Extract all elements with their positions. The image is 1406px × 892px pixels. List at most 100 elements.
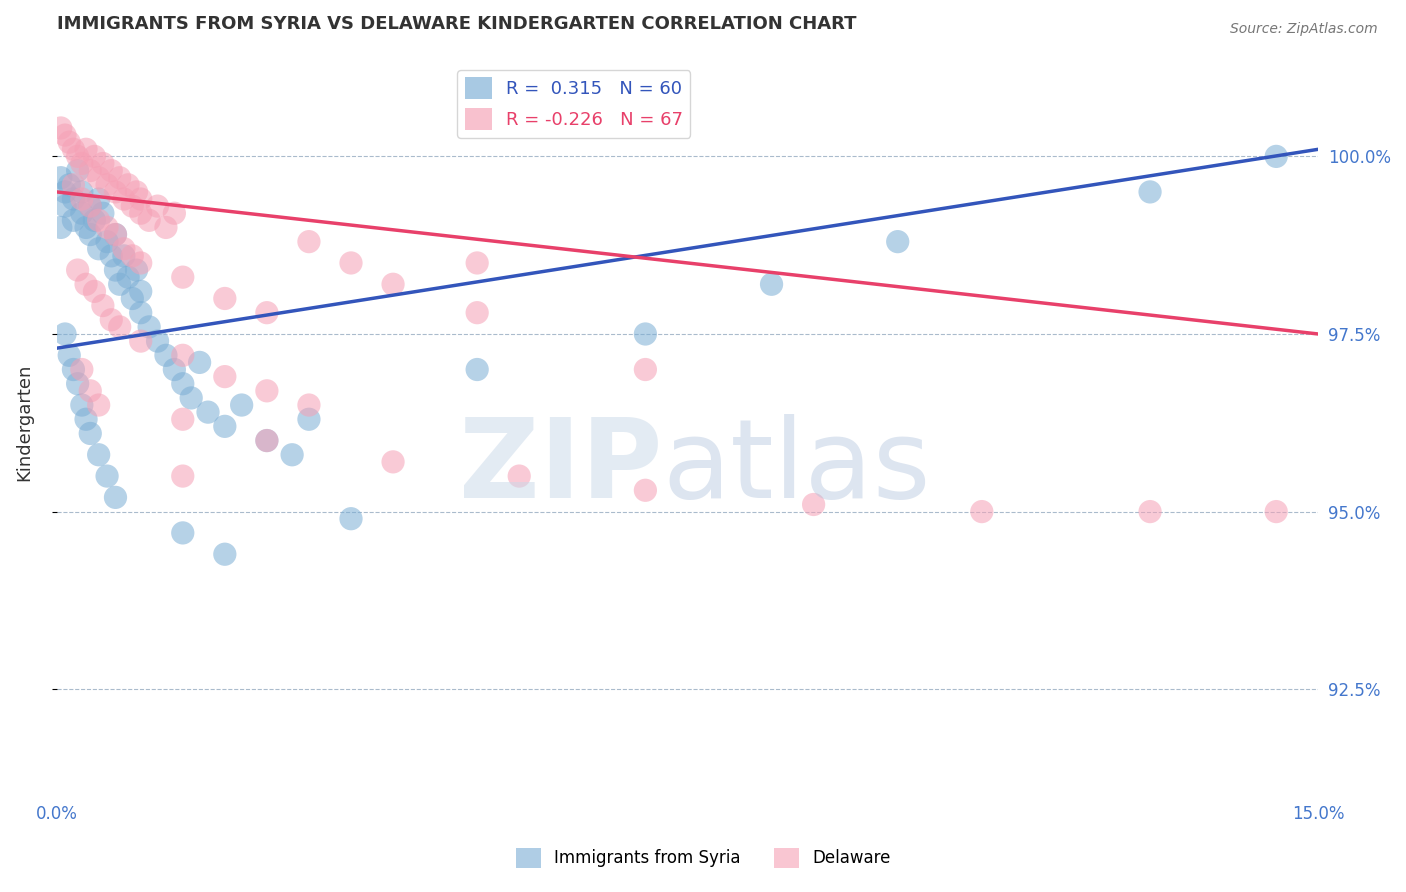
- Point: [75, 412, 97, 426]
- Point: [180, 391, 202, 405]
- Point: [634, 326, 657, 341]
- Point: [49, 120, 72, 135]
- Point: [79, 384, 101, 398]
- Text: atlas: atlas: [662, 414, 931, 521]
- Point: [53, 326, 76, 341]
- Point: [70, 206, 93, 220]
- Point: [104, 491, 127, 505]
- Point: [803, 498, 825, 512]
- Point: [62, 178, 84, 192]
- Point: [112, 192, 135, 206]
- Point: [58, 348, 80, 362]
- Point: [112, 242, 135, 256]
- Point: [62, 192, 84, 206]
- Point: [172, 376, 194, 391]
- Point: [62, 213, 84, 227]
- Point: [129, 306, 152, 320]
- Point: [49, 220, 72, 235]
- Point: [70, 185, 93, 199]
- Point: [163, 362, 186, 376]
- Point: [91, 299, 114, 313]
- Point: [96, 235, 118, 249]
- Point: [465, 362, 488, 376]
- Point: [382, 277, 405, 292]
- Point: [172, 348, 194, 362]
- Point: [256, 434, 278, 448]
- Point: [214, 419, 236, 434]
- Point: [70, 156, 93, 170]
- Point: [129, 206, 152, 220]
- Text: IMMIGRANTS FROM SYRIA VS DELAWARE KINDERGARTEN CORRELATION CHART: IMMIGRANTS FROM SYRIA VS DELAWARE KINDER…: [56, 15, 856, 33]
- Point: [87, 448, 110, 462]
- Point: [96, 178, 118, 192]
- Point: [112, 249, 135, 263]
- Point: [100, 163, 122, 178]
- Point: [1265, 149, 1288, 163]
- Point: [104, 263, 127, 277]
- Point: [79, 199, 101, 213]
- Point: [256, 434, 278, 448]
- Point: [49, 170, 72, 185]
- Point: [66, 149, 89, 163]
- Point: [75, 142, 97, 156]
- Point: [100, 249, 122, 263]
- Point: [108, 319, 131, 334]
- Point: [121, 249, 143, 263]
- Point: [70, 362, 93, 376]
- Point: [1139, 185, 1161, 199]
- Point: [298, 412, 321, 426]
- Point: [163, 206, 186, 220]
- Point: [117, 178, 139, 192]
- Point: [886, 235, 908, 249]
- Point: [62, 142, 84, 156]
- Point: [104, 227, 127, 242]
- Point: [129, 334, 152, 348]
- Point: [214, 547, 236, 561]
- Point: [172, 469, 194, 483]
- Point: [281, 448, 304, 462]
- Point: [121, 199, 143, 213]
- Point: [104, 227, 127, 242]
- Point: [634, 483, 657, 498]
- Point: [79, 199, 101, 213]
- Point: [83, 149, 105, 163]
- Point: [970, 505, 993, 519]
- Legend: Immigrants from Syria, Delaware: Immigrants from Syria, Delaware: [509, 841, 897, 875]
- Point: [66, 163, 89, 178]
- Point: [129, 256, 152, 270]
- Point: [87, 192, 110, 206]
- Point: [146, 334, 169, 348]
- Point: [1139, 505, 1161, 519]
- Point: [87, 170, 110, 185]
- Point: [172, 412, 194, 426]
- Point: [298, 398, 321, 412]
- Point: [79, 227, 101, 242]
- Point: [1265, 505, 1288, 519]
- Point: [172, 525, 194, 540]
- Point: [75, 277, 97, 292]
- Point: [91, 206, 114, 220]
- Point: [340, 256, 363, 270]
- Point: [761, 277, 783, 292]
- Point: [465, 306, 488, 320]
- Point: [53, 128, 76, 142]
- Point: [129, 285, 152, 299]
- Point: [91, 156, 114, 170]
- Point: [188, 355, 211, 369]
- Point: [62, 362, 84, 376]
- Point: [53, 185, 76, 199]
- Point: [104, 185, 127, 199]
- Point: [125, 185, 148, 199]
- Point: [53, 199, 76, 213]
- Point: [66, 376, 89, 391]
- Point: [125, 263, 148, 277]
- Point: [87, 213, 110, 227]
- Point: [634, 362, 657, 376]
- Point: [508, 469, 530, 483]
- Point: [108, 277, 131, 292]
- Text: ZIP: ZIP: [458, 414, 662, 521]
- Point: [70, 398, 93, 412]
- Point: [340, 512, 363, 526]
- Point: [129, 192, 152, 206]
- Point: [66, 263, 89, 277]
